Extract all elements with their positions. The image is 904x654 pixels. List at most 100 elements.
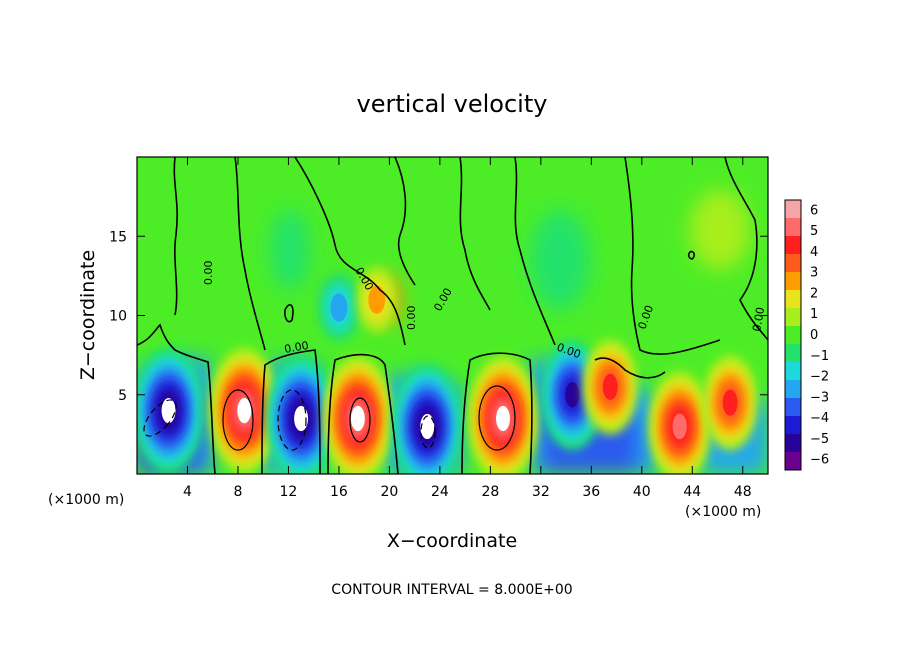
x-unit-left: (×1000 m): [48, 492, 124, 508]
colorbar-label: −5: [810, 432, 829, 447]
updraft-cell: [583, 338, 638, 435]
downdraft-cell: [137, 347, 204, 474]
colorbar-label: −3: [810, 390, 829, 405]
updraft-cell: [702, 354, 758, 451]
contour-label: 0.00: [405, 306, 418, 331]
colorbar-swatch: [785, 344, 801, 363]
colorbar-label: 5: [810, 224, 818, 239]
colorbar-swatch: [785, 272, 801, 291]
x-tick-label: 8: [233, 484, 242, 500]
cell-layer: [722, 389, 738, 416]
cell-layer: [565, 381, 580, 408]
contour-label: 0.00: [283, 339, 309, 356]
inner-contour: [222, 389, 254, 451]
cell-layer: [496, 405, 510, 432]
downdraft-cell: [319, 274, 359, 341]
x-tick-label: 28: [481, 484, 499, 500]
colorbar-swatch: [785, 218, 801, 237]
cell-layer: [602, 373, 618, 400]
zero-contour-line: [461, 352, 533, 474]
colorbar-swatch: [785, 362, 801, 381]
cell-layer: [161, 398, 176, 424]
colorbar-label: 6: [810, 203, 818, 218]
x-tick-label: 44: [683, 484, 701, 500]
zero-contour-line: [137, 323, 216, 474]
inner-contour: [478, 385, 516, 451]
inner-contour-negative: [420, 415, 436, 449]
colorbar-swatch: [785, 380, 801, 399]
zero-contour-line: [234, 157, 266, 351]
cell-layer: [330, 293, 348, 322]
colorbar-swatch: [785, 308, 801, 327]
inner-contour-negative: [143, 399, 177, 437]
colorbar-swatch: [785, 452, 801, 471]
colorbar-label: −1: [810, 349, 829, 364]
plot-area: 0.00 0.00 0.00 0.00 0.00 0.00 0.00 0.00: [137, 157, 768, 474]
contour-label: 0.00: [202, 261, 215, 286]
x-tick-label: 20: [380, 484, 398, 500]
cell-layer: [350, 405, 365, 432]
zero-contour-line: [284, 304, 294, 323]
colorbar-swatch: [785, 398, 801, 417]
y-axis-label: Z−coordinate: [77, 250, 99, 380]
colorbar-swatch: [785, 254, 801, 273]
y-tick-label: 10: [109, 309, 127, 325]
inner-contours: [143, 385, 516, 451]
colorbar-label: −2: [810, 370, 829, 385]
colorbar-swatch: [785, 434, 801, 453]
cell-layer: [294, 405, 309, 432]
zero-contour-line: [327, 353, 399, 474]
y-axis: 5 10 15: [109, 229, 768, 404]
updraft-cell: [648, 370, 711, 474]
inner-contour: [349, 397, 371, 443]
colorbar-swatch: [785, 236, 801, 255]
colorbar-label: 4: [810, 245, 818, 260]
x-tick-label: 16: [330, 484, 348, 500]
downdraft-cell: [541, 339, 604, 451]
x-tick-label: 32: [532, 484, 550, 500]
x-axis-label: X−coordinate: [387, 530, 517, 552]
x-tick-label: 24: [431, 484, 449, 500]
colorbar-swatch: [785, 416, 801, 435]
colorbar: 6 5 4 3 2 1 0 −1 −2 −3 −4 −5 −6: [784, 199, 829, 471]
cell-layer: [672, 413, 687, 440]
zero-contour-line: [173, 157, 178, 316]
x-unit-right: (×1000 m): [685, 504, 761, 520]
x-tick-label: 36: [582, 484, 600, 500]
contour-label: 0.00: [750, 306, 767, 332]
zero-contour-line: [724, 157, 768, 341]
colorbar-label: 0: [810, 328, 818, 343]
zero-contour-line: [594, 357, 666, 379]
contour-interval-footer: CONTOUR INTERVAL = 8.000E+00: [331, 582, 572, 598]
inner-contour-negative: [277, 389, 307, 451]
downdraft-cell: [392, 363, 463, 474]
zero-contour-line: [687, 250, 695, 260]
zero-contour-line: [514, 157, 556, 346]
cell-layer: [368, 285, 386, 314]
chart-title: vertical velocity: [357, 90, 548, 118]
zero-contours: [137, 157, 768, 474]
colorbar-label: 3: [810, 266, 818, 281]
x-tick-label: 48: [734, 484, 752, 500]
zero-contour-line: [459, 157, 491, 311]
cell-layer: [420, 413, 435, 440]
colorbar-swatch: [785, 290, 801, 309]
colorbar-frame: [784, 199, 802, 471]
zero-contour-line: [294, 157, 406, 346]
x-tick-label: 4: [183, 484, 192, 500]
cell-layer: [237, 398, 252, 424]
y-tick-label: 5: [118, 388, 127, 404]
zero-contour-line: [261, 349, 321, 474]
y-tick-label: 15: [109, 229, 127, 245]
colorbar-label: 1: [810, 307, 818, 322]
colorbar-label: −4: [810, 411, 829, 426]
colorbar-swatch: [785, 200, 801, 219]
colorbar-label: −6: [810, 453, 829, 468]
colorbar-label: 2: [810, 286, 818, 301]
x-tick-label: 40: [633, 484, 651, 500]
upper-features: [270, 190, 750, 327]
zero-contour-line: [624, 157, 721, 355]
zero-contour-line: [394, 157, 416, 286]
colorbar-swatch: [785, 326, 801, 345]
